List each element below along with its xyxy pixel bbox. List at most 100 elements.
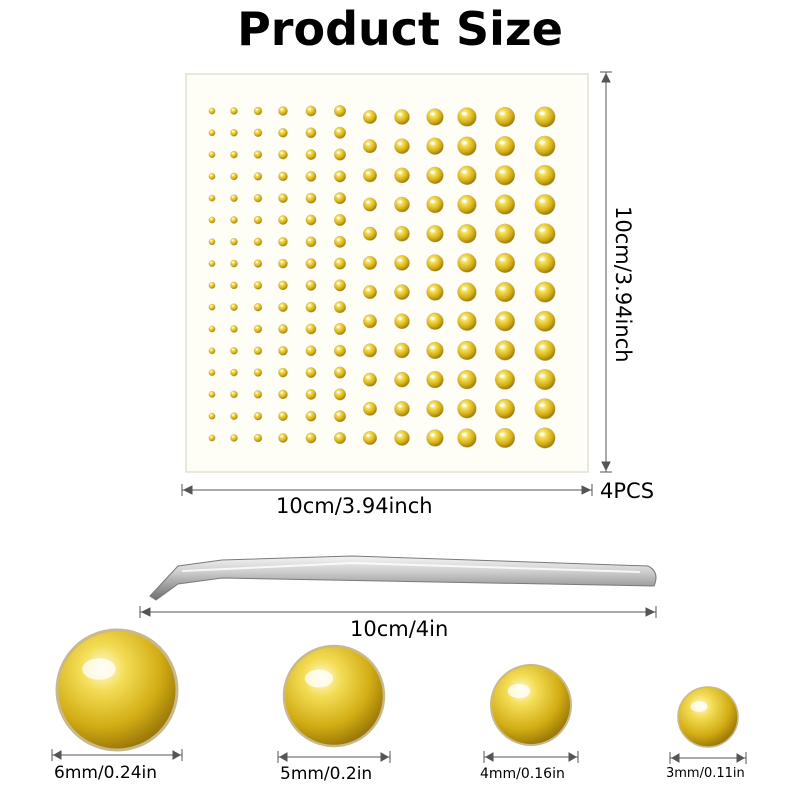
sheet-pearl xyxy=(253,324,263,334)
sheet-pearl xyxy=(278,280,288,291)
sheet-pearl xyxy=(494,340,516,361)
sheet-pearl xyxy=(305,345,317,357)
sheet-pearl xyxy=(534,339,556,361)
sheet-pearl xyxy=(494,165,516,186)
sheet-pearl xyxy=(253,346,263,355)
sheet-pearl xyxy=(230,150,238,159)
sheet-pearl xyxy=(253,390,263,399)
sheet-pearl xyxy=(230,237,238,246)
sheet-pearl xyxy=(230,281,238,290)
sheet-height-label: 10cm/3.94inch xyxy=(611,206,635,363)
sheet-pearl xyxy=(494,252,516,273)
sheet-pearl-grid xyxy=(208,104,556,449)
sheet-pearl xyxy=(305,149,317,161)
sheet-pearl xyxy=(363,197,378,212)
sheet-pearl xyxy=(334,410,347,423)
sheet-pearl xyxy=(394,167,410,184)
pearl-3mm-sample xyxy=(677,686,739,748)
sheet-pearl xyxy=(305,323,317,335)
pearl-dimension-lines xyxy=(51,749,747,764)
sheet-pearl xyxy=(534,135,556,157)
sheet-pearl xyxy=(426,429,444,447)
sheet-pearl xyxy=(457,136,477,156)
sheet-width-dimension-line xyxy=(181,484,593,496)
sheet-pearl xyxy=(394,430,410,446)
sheet-pearl xyxy=(363,372,378,387)
tweezers-image xyxy=(149,555,657,601)
sheet-pearl xyxy=(208,325,216,333)
sheet-pearl xyxy=(278,215,288,225)
sheet-pearl xyxy=(305,192,317,204)
sheet-pearl xyxy=(230,390,238,399)
sheet-pearl xyxy=(534,369,556,391)
pearl-3mm-label: 3mm/0.11in xyxy=(666,766,745,781)
sheet-pearl xyxy=(534,194,556,216)
sheet-pearl xyxy=(457,428,477,448)
sheet-pearl xyxy=(494,398,516,419)
sheet-pearl xyxy=(208,151,216,159)
pearl-sticker-sheet xyxy=(185,73,589,473)
sheet-pearl xyxy=(253,128,263,138)
sheet-pearl xyxy=(208,347,216,355)
sheet-pearl xyxy=(394,313,410,330)
sheet-pearl xyxy=(208,129,216,137)
sheet-pearl xyxy=(534,252,556,274)
tweezers-length-label: 10cm/4in xyxy=(350,617,449,641)
sheet-pearl xyxy=(278,411,288,422)
sheet-pearl xyxy=(305,367,317,378)
sheet-pearl xyxy=(494,427,516,449)
sheet-pearl xyxy=(394,342,410,359)
sheet-pearl xyxy=(534,427,556,449)
sheet-pearl xyxy=(230,259,238,268)
sheet-pearl xyxy=(394,109,410,125)
sheet-pearl xyxy=(334,366,347,379)
sheet-pearl xyxy=(253,281,263,290)
sheet-pearl xyxy=(230,216,238,224)
sheet-pearl xyxy=(363,139,378,154)
sheet-pearl xyxy=(278,367,288,378)
pearl-4mm-label: 4mm/0.16in xyxy=(480,766,565,782)
sheet-pearl xyxy=(305,127,317,139)
sheet-pearl xyxy=(363,431,378,446)
sheet-pearl xyxy=(426,312,444,330)
sheet-pearl xyxy=(426,137,444,155)
sheet-pearl xyxy=(457,165,477,185)
sheet-pearl xyxy=(394,138,410,154)
sheet-pearl xyxy=(534,223,556,245)
sheet-pearl xyxy=(494,311,516,332)
sheet-pearl xyxy=(208,369,216,376)
sheet-pearl xyxy=(253,215,263,225)
sheet-pearl xyxy=(334,104,347,117)
sheet-pearl xyxy=(208,216,216,224)
sheet-pearl xyxy=(363,401,378,416)
sheet-pearl xyxy=(305,279,317,291)
sheet-pearl xyxy=(208,107,216,115)
sheet-pearl xyxy=(457,253,477,273)
sheet-height-dimension-line xyxy=(600,71,612,473)
sheet-pearl xyxy=(457,282,477,302)
sheet-pearl xyxy=(208,194,216,202)
sheet-pearl xyxy=(253,259,263,268)
tweezers-length-dimension-line xyxy=(139,606,657,618)
sheet-pearl xyxy=(457,107,477,127)
sheet-pearl xyxy=(208,238,216,246)
sheet-pearl xyxy=(426,400,444,418)
sheet-pearl xyxy=(394,225,410,242)
sheet-pearl xyxy=(426,371,444,389)
sheet-pearl xyxy=(426,341,444,360)
sheet-pearl xyxy=(305,214,317,226)
sheet-width-label: 10cm/3.94inch xyxy=(276,494,433,518)
pearl-5mm-sample xyxy=(282,644,386,748)
sheet-pearl xyxy=(278,149,288,160)
sheet-pearl xyxy=(334,301,347,314)
sheet-pearl xyxy=(230,194,238,202)
sheet-pearl xyxy=(334,344,347,357)
sheet-pearl xyxy=(363,343,378,358)
sheet-pearl xyxy=(494,106,516,128)
sheet-pearl xyxy=(230,303,238,312)
sheet-pearl xyxy=(426,283,444,301)
sheet-pearl xyxy=(253,368,263,377)
sheet-pearl xyxy=(253,433,263,443)
sheet-pearl xyxy=(394,401,410,417)
